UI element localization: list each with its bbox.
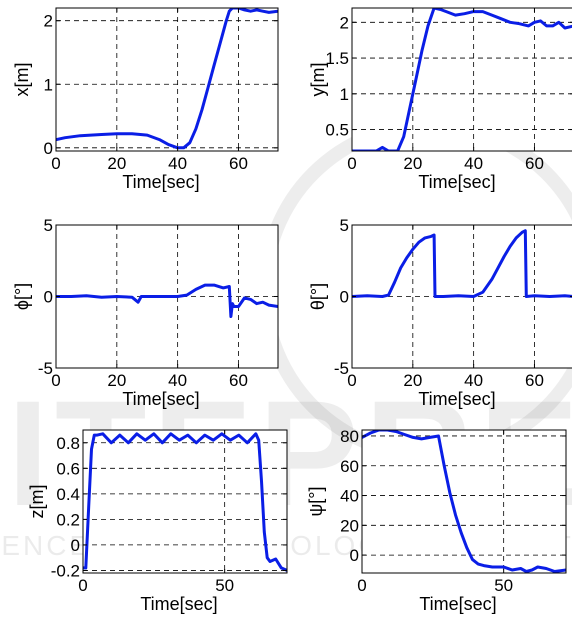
y-tick-label: 1.5: [325, 49, 349, 68]
plot-area: [56, 8, 278, 151]
y-tick-label: 0.4: [56, 485, 80, 504]
x-tick-label: 20: [107, 154, 126, 173]
y-tick-label: -5: [334, 359, 349, 378]
y-tick-label: 20: [340, 516, 359, 535]
x-tick-label: 0: [51, 154, 60, 173]
y-tick-label: 0: [44, 139, 53, 158]
axes-frame: [55, 7, 279, 152]
x-axis-label: Time[sec]: [419, 594, 496, 614]
y-tick-label: 0: [350, 546, 359, 565]
x-tick-label: 0: [78, 576, 87, 595]
y-tick-label: 0: [71, 536, 80, 555]
y-axis-label: ϕ[°]: [12, 283, 32, 310]
x-tick-label: 60: [525, 154, 544, 173]
y-tick-label: 1: [44, 75, 53, 94]
chart-panel-2: 0 20 40 60 0.5 1 1.5 2 Time[sec] y[m]: [308, 7, 572, 192]
chart-panel-1: 0 20 40 60 0 1 2 Time[sec] x[m]: [12, 7, 279, 192]
x-tick-label: 60: [229, 154, 248, 173]
x-tick-label: 0: [347, 154, 356, 173]
x-tick-label: 60: [525, 371, 544, 390]
x-axis-label: Time[sec]: [418, 172, 495, 192]
plot-area: [352, 8, 572, 151]
y-tick-label: 60: [340, 457, 359, 476]
axes-frame: [351, 7, 572, 152]
y-tick-label: 0.5: [325, 121, 349, 140]
x-axis-label: Time[sec]: [140, 594, 217, 614]
y-tick-label: 0.2: [56, 510, 80, 529]
y-tick-label: 2: [44, 12, 53, 31]
y-tick-label: 0: [44, 288, 53, 307]
series-line-1: [352, 8, 572, 151]
series-line-1: [83, 432, 287, 572]
y-axis-label: θ[°]: [308, 283, 328, 310]
series-line-1: [352, 229, 572, 298]
x-tick-label: 40: [464, 154, 483, 173]
x-tick-label: 40: [168, 371, 187, 390]
y-tick-label: -0.2: [51, 561, 80, 580]
x-tick-label: 0: [347, 371, 356, 390]
series-line-1: [56, 8, 278, 150]
x-tick-label: 50: [215, 576, 234, 595]
y-tick-label: 2: [340, 13, 349, 32]
axes-frame: [361, 429, 567, 574]
y-tick-label: 5: [340, 216, 349, 235]
x-tick-label: 20: [403, 371, 422, 390]
y-axis-label: x[m]: [12, 63, 32, 97]
y-tick-label: 80: [340, 427, 359, 446]
x-tick-label: 20: [107, 371, 126, 390]
y-axis-label: ψ[°]: [306, 486, 326, 516]
y-tick-label: 40: [340, 487, 359, 506]
plot-area: [83, 430, 287, 573]
x-tick-label: 50: [494, 576, 513, 595]
chart-panel-6: 0 50 0 20 40 60 80 Time[sec] ψ[°]: [306, 427, 567, 614]
series-line-1: [56, 283, 278, 318]
y-axis-label: y[m]: [308, 63, 328, 97]
plot-area: [362, 430, 566, 573]
x-tick-label: 60: [229, 371, 248, 390]
x-axis-label: Time[sec]: [418, 389, 495, 409]
y-tick-label: 0: [340, 288, 349, 307]
y-tick-label: 0.6: [56, 459, 80, 478]
series-line-1: [362, 430, 566, 573]
x-tick-label: 20: [403, 154, 422, 173]
y-tick-label: 5: [44, 216, 53, 235]
y-tick-label: 1: [340, 85, 349, 104]
y-axis-label: z[m]: [27, 485, 47, 519]
x-axis-label: Time[sec]: [122, 389, 199, 409]
axes-frame: [82, 429, 288, 574]
x-tick-label: 0: [357, 576, 366, 595]
x-tick-label: 40: [464, 371, 483, 390]
x-tick-label: 0: [51, 371, 60, 390]
y-tick-label: 0.8: [56, 434, 80, 453]
y-tick-label: -5: [38, 359, 53, 378]
x-tick-label: 40: [168, 154, 187, 173]
x-axis-label: Time[sec]: [122, 172, 199, 192]
